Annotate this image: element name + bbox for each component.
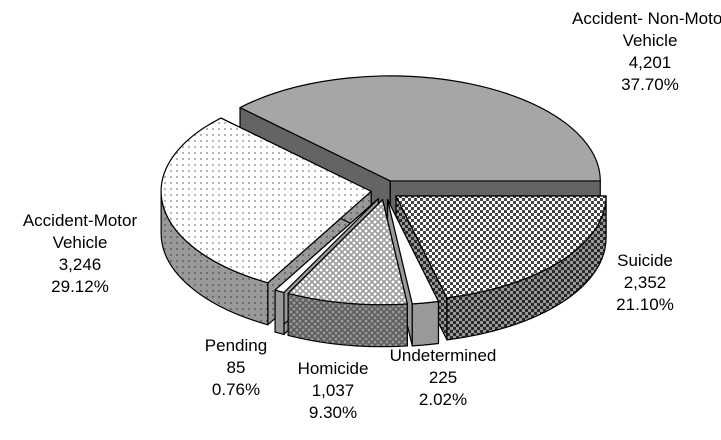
slice-top xyxy=(239,75,601,182)
category-label: Accident-Motor Vehicle xyxy=(22,211,138,252)
value-label: 85 xyxy=(226,358,246,377)
slice-top xyxy=(287,199,408,306)
slice-label: Accident-Motor Vehicle 3,246 29.12% xyxy=(0,210,165,298)
slice-label: Accident- Non-Motor Vehicle 4,201 37.70% xyxy=(555,8,721,96)
percent-label: 37.70% xyxy=(621,75,679,94)
slice-top xyxy=(386,199,440,305)
slice-outer-side xyxy=(274,289,285,336)
slice-label: Suicide 2,352 21.10% xyxy=(590,250,700,316)
percent-label: 29.12% xyxy=(51,277,109,296)
category-label: Suicide xyxy=(617,251,673,270)
slice-label: Pending 85 0.76% xyxy=(191,335,281,401)
percent-label: 0.76% xyxy=(211,380,261,399)
value-label: 225 xyxy=(428,368,458,387)
category-label: Accident- Non-Motor Vehicle xyxy=(572,9,721,50)
category-label: Homicide xyxy=(297,359,369,378)
category-label: Undetermined xyxy=(389,346,497,365)
value-label: 4,201 xyxy=(628,53,672,72)
slice-top xyxy=(274,198,380,294)
slice-top xyxy=(160,117,372,284)
percent-label: 9.30% xyxy=(308,403,358,422)
slice xyxy=(160,117,372,326)
percent-label: 21.10% xyxy=(616,295,674,314)
category-label: Pending xyxy=(204,336,268,355)
value-label: 1,037 xyxy=(311,381,355,400)
slice-outer-side xyxy=(411,300,440,347)
value-label: 2,352 xyxy=(623,273,667,292)
slice-label: Homicide 1,037 9.30% xyxy=(283,358,383,424)
slice-top xyxy=(395,195,607,299)
slice xyxy=(395,195,607,341)
value-label: 3,246 xyxy=(58,255,102,274)
slice-label: Undetermined 225 2.02% xyxy=(373,345,513,411)
slice xyxy=(287,199,408,348)
percent-label: 2.02% xyxy=(418,390,468,409)
